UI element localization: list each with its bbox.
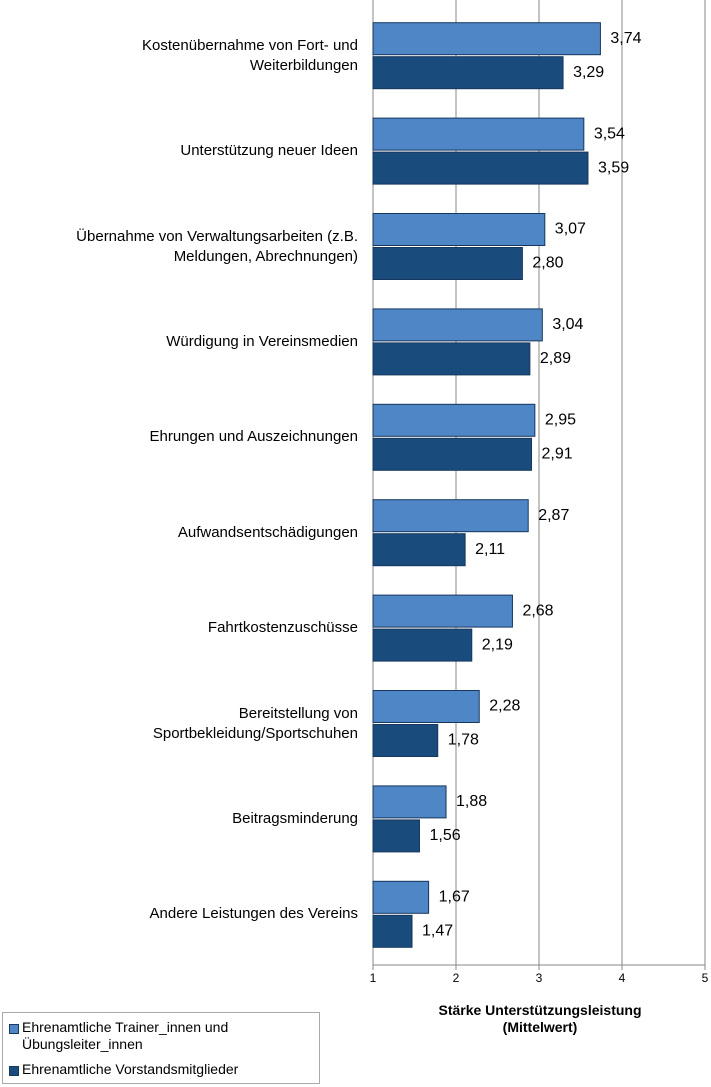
bar [372, 628, 473, 662]
bar [372, 594, 513, 628]
legend-label: Ehrenamtliche Vorstandsmitglieder [22, 1061, 239, 1077]
data-label: 1,67 [439, 889, 470, 906]
bar [372, 914, 413, 948]
x-tick-label: 4 [619, 971, 626, 985]
data-label: 1,78 [448, 732, 479, 749]
category-label: Unterstützung neuer Ideen [180, 142, 358, 160]
legend-label: Ehrenamtliche Trainer_innen und Übungsle… [22, 1019, 229, 1052]
bar [372, 724, 439, 757]
data-label: 2,87 [538, 507, 569, 524]
bar [372, 880, 430, 914]
category-label: Fahrtkostenzuschüsse [207, 619, 358, 637]
category-label: Andere Leistungen des Vereins [149, 905, 358, 923]
bar [372, 437, 533, 471]
data-label: 2,11 [475, 541, 505, 558]
legend-swatch [9, 1024, 19, 1034]
data-label: 2,95 [545, 412, 576, 429]
data-label: 3,07 [555, 221, 586, 238]
data-label: 3,74 [610, 30, 641, 47]
category-label: Kostenübernahme von Fort- und Weiterbild… [142, 36, 358, 74]
category-label: Aufwandsentschädigungen [177, 523, 358, 541]
bar [372, 117, 585, 151]
data-label: 2,91 [542, 446, 573, 463]
bar [372, 403, 536, 437]
x-tick-label: 1 [370, 971, 377, 985]
bar [372, 785, 447, 819]
bar [372, 151, 589, 185]
data-label: 1,47 [422, 923, 453, 940]
bar [372, 533, 466, 567]
data-label: 2,28 [489, 698, 520, 715]
legend-swatch [9, 1066, 19, 1076]
data-label: 3,29 [573, 64, 604, 81]
data-label: 2,68 [522, 602, 553, 619]
legend-item: Ehrenamtliche Trainer_innen und Übungsle… [9, 1019, 228, 1053]
data-label: 1,56 [429, 827, 460, 844]
x-tick-label: 5 [702, 971, 709, 985]
bar [372, 247, 523, 280]
bar [372, 56, 564, 90]
x-tick-label: 2 [453, 971, 460, 985]
data-label: 2,80 [532, 255, 563, 272]
bar [372, 308, 543, 342]
axis-title: Stärke Unterstützungsleistung (Mittelwer… [438, 1002, 642, 1035]
bar [372, 342, 531, 376]
data-label: 3,54 [594, 125, 625, 142]
legend-item: Ehrenamtliche Vorstandsmitglieder [9, 1061, 238, 1078]
category-label: Bereitstellung von Sportbekleidung/Sport… [152, 704, 358, 742]
x-tick-label: 3 [536, 971, 543, 985]
data-label: 2,19 [482, 636, 513, 653]
category-label: Übernahme von Verwaltungsarbeiten (z.B. … [76, 227, 358, 265]
bar [372, 819, 420, 853]
data-label: 2,89 [540, 350, 571, 367]
data-label: 1,88 [456, 793, 487, 810]
data-label: 3,59 [598, 159, 629, 176]
category-label: Würdigung in Vereinsmedien [166, 332, 358, 350]
bar [372, 213, 546, 246]
category-label: Beitragsminderung [232, 809, 358, 827]
bar [372, 499, 529, 533]
bar [372, 22, 601, 56]
bar [372, 690, 480, 723]
data-label: 3,04 [552, 316, 583, 333]
category-label: Ehrungen und Auszeichnungen [149, 428, 358, 446]
legend: Ehrenamtliche Trainer_innen und Übungsle… [2, 1012, 320, 1084]
